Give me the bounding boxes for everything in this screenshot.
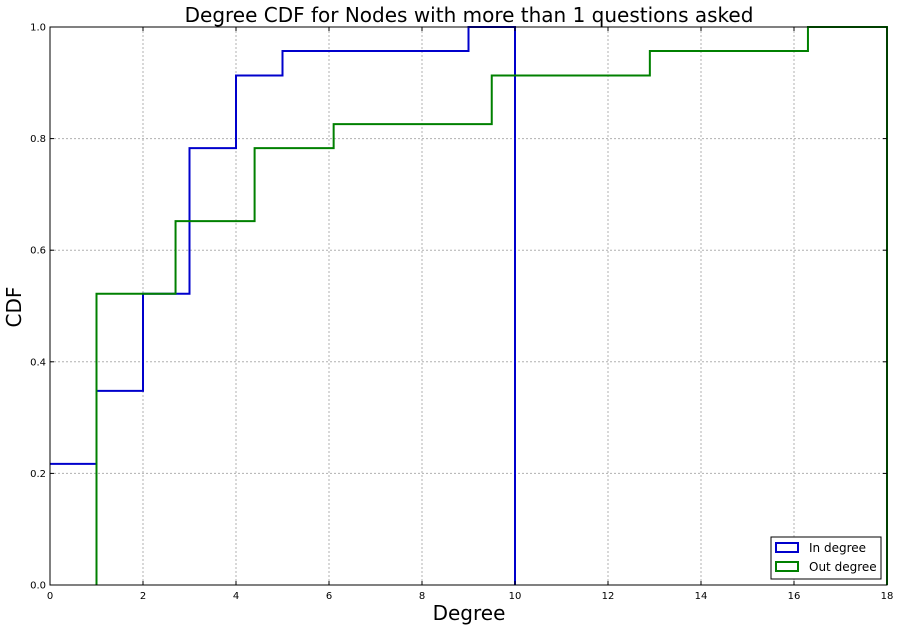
- plot-frame: [49, 26, 888, 586]
- y-tick-label: 1.0: [30, 23, 46, 34]
- x-tick-label: 0: [47, 591, 53, 602]
- x-tick-label: 14: [695, 591, 708, 602]
- y-tick-label: 0.6: [30, 246, 46, 257]
- legend-label-out-degree: Out degree: [809, 560, 877, 574]
- legend-swatch-out-degree: [775, 561, 799, 572]
- y-tick-label: 0.4: [30, 357, 46, 368]
- y-tick-label: 0.0: [30, 581, 46, 592]
- x-axis-label: Degree: [433, 601, 506, 625]
- series-line-in-degree: [50, 26, 516, 585]
- x-tick-label: 2: [140, 591, 146, 602]
- y-tick-label: 0.8: [30, 134, 46, 145]
- x-tick-label: 12: [602, 591, 615, 602]
- x-tick-label: 18: [881, 591, 894, 602]
- x-tick-label: 16: [788, 591, 801, 602]
- axis-ticks: 0 2 4 6 8 10 12 14 16 18 0.0 0.2 0.4 0.6 0.8 1.0: [30, 23, 893, 603]
- series-lines: [50, 26, 888, 585]
- legend: In degree Out degree: [770, 536, 882, 580]
- legend-label-in-degree: In degree: [809, 541, 866, 555]
- y-axis-label: CDF: [2, 287, 26, 328]
- chart-title: Degree CDF for Nodes with more than 1 qu…: [185, 3, 754, 27]
- x-tick-label: 6: [326, 591, 332, 602]
- series-line-out-degree: [95, 26, 888, 585]
- legend-swatch-in-degree: [775, 542, 799, 553]
- x-tick-label: 10: [509, 591, 522, 602]
- y-tick-label: 0.2: [30, 469, 46, 480]
- x-tick-label: 4: [233, 591, 239, 602]
- x-tick-label: 8: [419, 591, 425, 602]
